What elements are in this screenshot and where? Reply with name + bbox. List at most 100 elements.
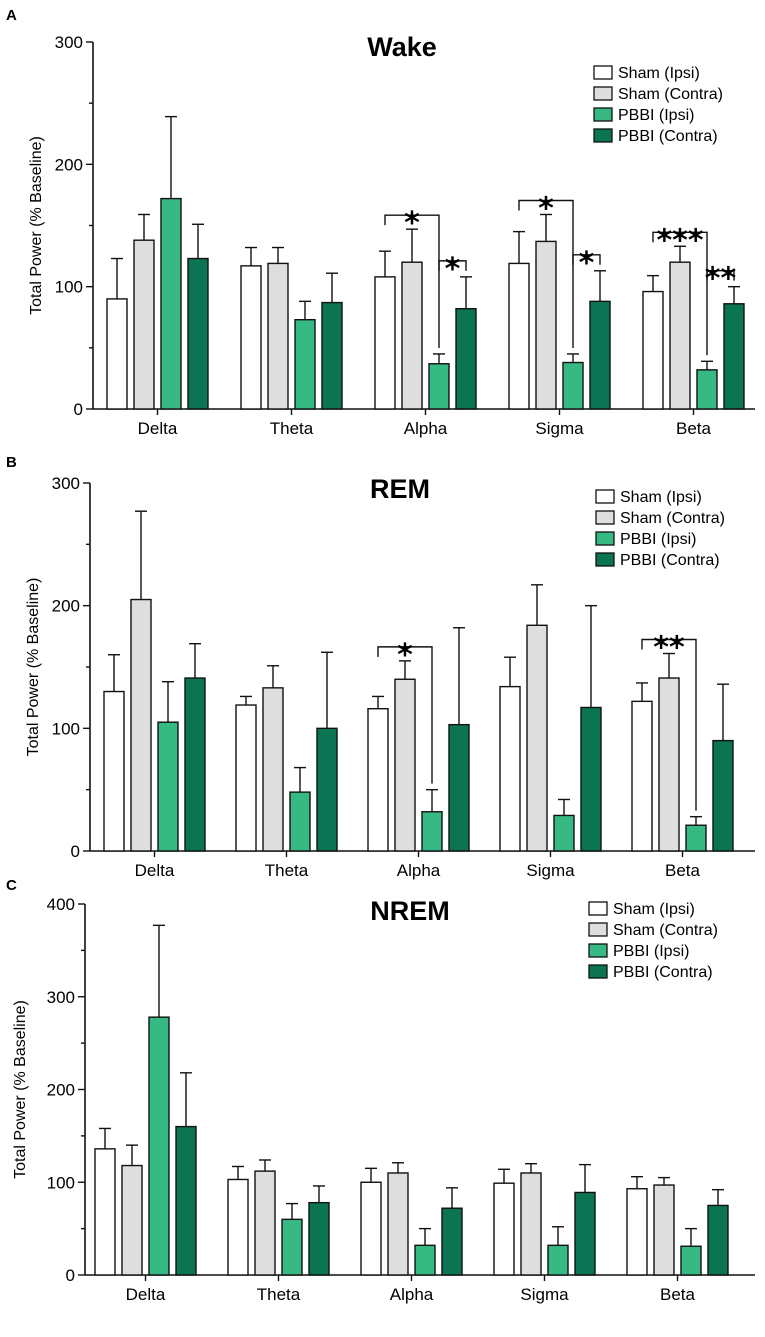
- x-tick-label: Sigma: [526, 861, 575, 880]
- bar: [723, 303, 745, 410]
- x-tick-label: Delta: [135, 861, 175, 880]
- x-tick-label: Beta: [660, 1285, 696, 1304]
- bar: [289, 791, 311, 852]
- legend-swatch: [593, 86, 613, 101]
- y-tick-label: 0: [66, 1266, 75, 1285]
- bar: [175, 1125, 197, 1276]
- bar: [642, 290, 664, 410]
- significance-label: *: [404, 206, 420, 241]
- panel-letter: A: [6, 7, 17, 24]
- bar: [294, 318, 316, 410]
- bar: [106, 298, 128, 410]
- significance-label: *: [579, 246, 595, 281]
- significance-label: *: [538, 191, 554, 226]
- bar: [374, 276, 396, 410]
- bar: [308, 1201, 330, 1276]
- bar: [157, 721, 179, 852]
- legend-label: PBBI (Ipsi): [613, 943, 689, 960]
- y-axis-label: Total Power (% Baseline): [25, 578, 42, 757]
- bar: [187, 257, 209, 410]
- y-tick-label: 300: [52, 474, 80, 493]
- bar: [235, 704, 257, 852]
- significance-bracket: [641, 638, 697, 811]
- legend-label: PBBI (Ipsi): [620, 531, 696, 548]
- x-tick-label: Beta: [676, 419, 712, 438]
- y-tick-label: 200: [55, 155, 83, 174]
- y-tick-label: 0: [71, 842, 80, 861]
- bar: [387, 1172, 409, 1276]
- bar: [553, 814, 575, 852]
- bar: [626, 1188, 648, 1276]
- legend-swatch: [588, 964, 608, 979]
- legend-swatch: [588, 922, 608, 937]
- significance-bracket: [706, 269, 735, 281]
- bar: [526, 624, 548, 852]
- bar: [254, 1170, 276, 1276]
- legend-swatch: [595, 489, 615, 504]
- bar: [130, 598, 152, 852]
- x-tick-label: Delta: [126, 1285, 166, 1304]
- legend-label: Sham (Ipsi): [613, 901, 695, 918]
- bar: [121, 1164, 143, 1276]
- significance-label: *: [445, 252, 461, 287]
- legend-label: Sham (Contra): [613, 922, 718, 939]
- bar: [394, 678, 416, 852]
- bar: [455, 307, 477, 410]
- x-tick-label: Alpha: [390, 1285, 434, 1304]
- legend-label: PBBI (Contra): [618, 128, 718, 145]
- bar: [240, 265, 262, 410]
- bar: [696, 369, 718, 410]
- legend-swatch: [593, 107, 613, 122]
- bar: [94, 1148, 116, 1276]
- y-tick-label: 300: [55, 33, 83, 52]
- bar: [562, 361, 584, 410]
- legend-swatch: [595, 552, 615, 567]
- legend-label: Sham (Ipsi): [620, 489, 702, 506]
- x-tick-label: Sigma: [535, 419, 584, 438]
- significance-bracket: [518, 199, 574, 348]
- bar: [401, 261, 423, 410]
- significance-bracket: [652, 231, 708, 356]
- chart-title: NREM: [370, 896, 450, 926]
- bar: [148, 1016, 170, 1276]
- bar: [589, 300, 611, 410]
- panel-a: A Wake Total Power (% Baseline) 0 100 200 300 D…: [6, 7, 755, 438]
- legend-swatch: [593, 128, 613, 143]
- bar: [414, 1244, 436, 1276]
- significance-label: **: [705, 262, 737, 297]
- bar: [631, 700, 653, 852]
- bar: [669, 261, 691, 410]
- legend-label: PBBI (Contra): [613, 964, 713, 981]
- significance-label: ***: [656, 223, 703, 258]
- x-tick-label: Theta: [265, 861, 309, 880]
- y-tick-label: 100: [47, 1173, 75, 1192]
- legend-label: Sham (Contra): [620, 510, 725, 527]
- bar: [428, 363, 450, 410]
- bar: [658, 677, 680, 852]
- y-tick-label: 400: [47, 895, 75, 914]
- significance-label: *: [397, 638, 413, 673]
- panel-b: B REM Total Power (% Baseline) 0 100 200 300 De…: [6, 454, 755, 880]
- bar: [321, 301, 343, 410]
- bar: [281, 1218, 303, 1276]
- y-tick-label: 100: [55, 278, 83, 297]
- legend-label: Sham (Contra): [618, 86, 723, 103]
- bar: [520, 1172, 542, 1276]
- bar: [499, 685, 521, 852]
- chart-title: Wake: [367, 32, 437, 62]
- bar: [580, 706, 602, 852]
- legend-label: Sham (Ipsi): [618, 65, 700, 82]
- x-tick-label: Theta: [257, 1285, 301, 1304]
- chart-title: REM: [370, 474, 430, 504]
- bar: [547, 1244, 569, 1276]
- significance-bracket: [377, 646, 433, 784]
- bar: [493, 1182, 515, 1276]
- x-tick-label: Alpha: [397, 861, 441, 880]
- bar: [653, 1184, 675, 1276]
- panel-letter: B: [6, 454, 17, 471]
- bar: [707, 1204, 729, 1276]
- x-tick-label: Theta: [270, 419, 314, 438]
- legend-swatch: [588, 901, 608, 916]
- bar: [133, 239, 155, 410]
- bar: [184, 677, 206, 852]
